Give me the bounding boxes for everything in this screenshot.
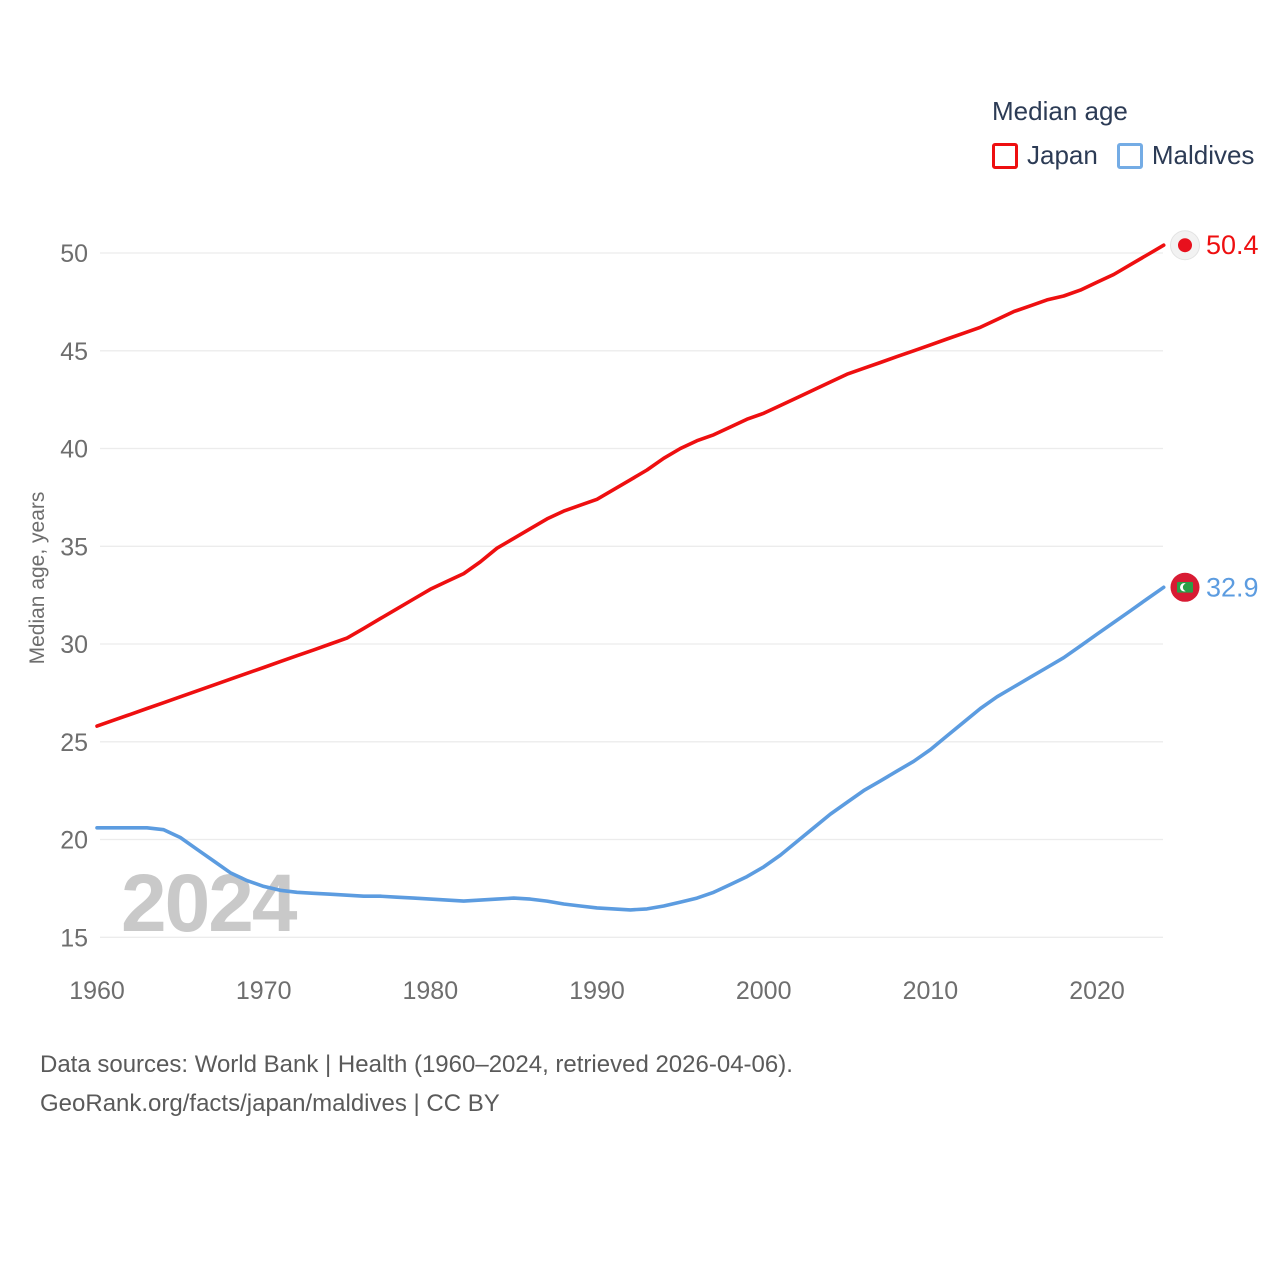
legend-label-maldives: Maldives <box>1151 140 1255 170</box>
maldives-flag-crescent-cut <box>1182 583 1191 592</box>
maldives-legend-swatch-icon <box>1116 142 1143 169</box>
y-tick-label-20: 20 <box>60 827 88 855</box>
japan-line <box>95 243 1166 728</box>
attribution-line: GeoRank.org/facts/japan/maldives | CC BY <box>40 1090 500 1117</box>
x-tick-label-2020: 2020 <box>1069 977 1125 1005</box>
japan-end-value: 50.4 <box>1206 230 1259 260</box>
legend-item-maldives[interactable]: Maldives <box>1116 140 1255 171</box>
x-tick-label-1970: 1970 <box>236 977 292 1005</box>
y-tick-label-40: 40 <box>60 436 88 464</box>
legend-label-japan: Japan <box>1027 140 1098 170</box>
y-axis-title: Median age, years <box>26 492 49 665</box>
y-tick-label-50: 50 <box>60 240 88 268</box>
x-tick-label-1990: 1990 <box>569 977 625 1005</box>
y-tick-label-30: 30 <box>60 631 88 659</box>
x-tick-label-1980: 1980 <box>402 977 458 1005</box>
x-tick-label-2010: 2010 <box>903 977 959 1005</box>
y-tick-label-35: 35 <box>60 533 88 561</box>
y-tick-label-45: 45 <box>60 338 88 366</box>
x-tick-label-2000: 2000 <box>736 977 792 1005</box>
x-tick-label-1960: 1960 <box>69 977 125 1005</box>
watermark-year: 2024 <box>121 858 298 949</box>
japan-legend-swatch-icon <box>992 142 1018 169</box>
y-tick-label-15: 15 <box>60 924 88 952</box>
y-tick-label-25: 25 <box>60 729 88 757</box>
data-sources-line: Data sources: World Bank | Health (1960–… <box>40 1051 793 1078</box>
maldives-end-value: 32.9 <box>1206 572 1259 602</box>
chart-legend: Median age Japan Maldives <box>992 95 1254 171</box>
japan-flag-dot <box>1178 238 1192 253</box>
legend-item-japan[interactable]: Japan <box>992 140 1098 171</box>
legend-title: Median age <box>992 96 1128 126</box>
maldives-line <box>95 585 1166 912</box>
chart-footer: Data sources: World Bank | Health (1960–… <box>40 1045 793 1123</box>
